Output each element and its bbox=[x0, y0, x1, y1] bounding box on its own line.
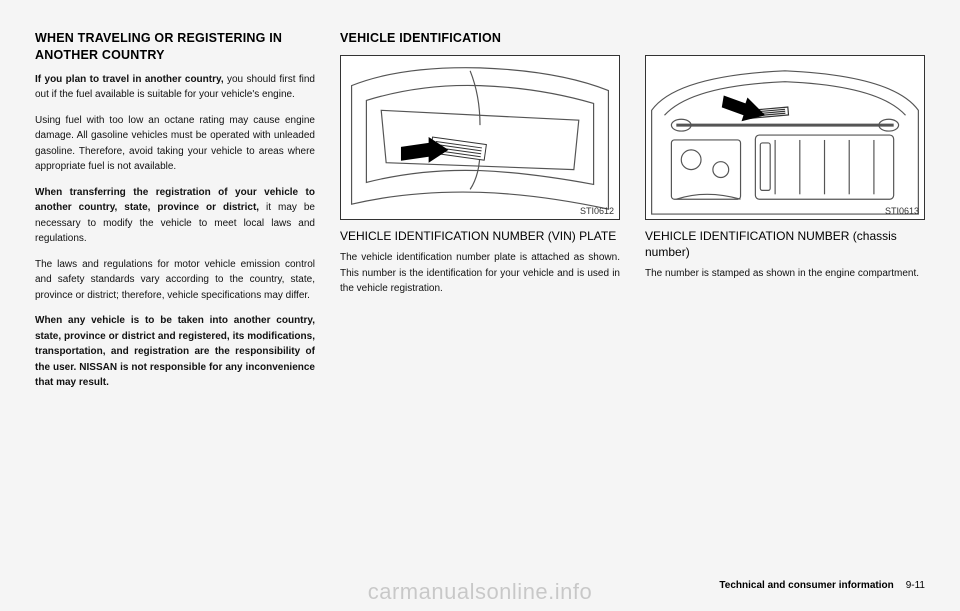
column-container: WHEN TRAVELING OR REGISTERING IN ANOTHER… bbox=[35, 30, 925, 570]
para-3: When transferring the registration of yo… bbox=[35, 185, 315, 247]
heading-vin: VEHICLE IDENTIFICATION bbox=[340, 30, 620, 47]
figure-label-1: STI0612 bbox=[580, 206, 614, 216]
footer-section: Technical and consumer information bbox=[719, 580, 893, 591]
manual-page: WHEN TRAVELING OR REGISTERING IN ANOTHER… bbox=[0, 0, 960, 611]
figure-label-2: STI0613 bbox=[885, 206, 919, 216]
para-1-bold: If you plan to travel in another country… bbox=[35, 74, 224, 85]
footer-pagenum: 9-11 bbox=[906, 580, 925, 591]
subheading-vin-plate: VEHICLE IDENTIFICATION NUMBER (VIN) PLAT… bbox=[340, 228, 620, 244]
para-5: When any vehicle is to be taken into ano… bbox=[35, 313, 315, 391]
para-4: The laws and regulations for motor vehic… bbox=[35, 257, 315, 304]
figure-vin-plate: STI0612 bbox=[340, 55, 620, 220]
para-2: Using fuel with too low an octane rating… bbox=[35, 113, 315, 175]
page-footer: Technical and consumer information 9-11 bbox=[35, 570, 925, 591]
column-left: WHEN TRAVELING OR REGISTERING IN ANOTHER… bbox=[35, 30, 315, 570]
para-chassis: The number is stamped as shown in the en… bbox=[645, 266, 925, 282]
para-5-bold: When any vehicle is to be taken into ano… bbox=[35, 315, 315, 388]
para-1: If you plan to travel in another country… bbox=[35, 72, 315, 103]
engine-illustration bbox=[646, 56, 924, 219]
column-right: STI0613 VEHICLE IDENTIFICATION NUMBER (c… bbox=[645, 30, 925, 570]
vin-plate-illustration bbox=[341, 56, 619, 219]
column-center: VEHICLE IDENTIFICATION bbox=[340, 30, 620, 570]
subheading-chassis: VEHICLE IDENTIFICATION NUMBER (chassis n… bbox=[645, 228, 925, 260]
heading-travel: WHEN TRAVELING OR REGISTERING IN ANOTHER… bbox=[35, 30, 315, 64]
para-vin-plate: The vehicle identification number plate … bbox=[340, 250, 620, 297]
figure-engine: STI0613 bbox=[645, 55, 925, 220]
heading-spacer bbox=[645, 30, 925, 47]
